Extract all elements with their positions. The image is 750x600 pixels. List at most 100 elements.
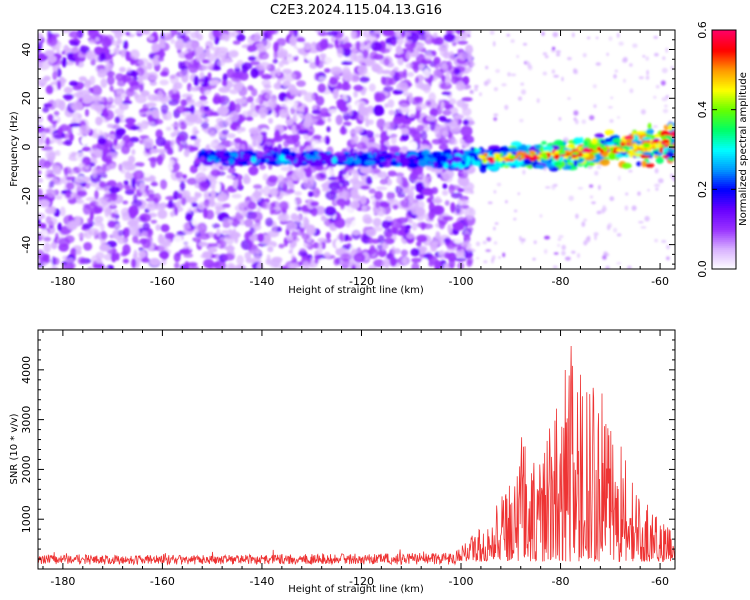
heatmap-cell <box>153 119 164 125</box>
heatmap-cell <box>189 41 200 50</box>
heatmap-cell <box>555 50 561 54</box>
heatmap-cell <box>479 165 487 173</box>
heatmap-cell <box>41 146 53 151</box>
colorbar-ticks: 0.00.20.40.6 <box>696 21 736 278</box>
heatmap-cell <box>395 172 405 178</box>
colorbar-band <box>712 41 736 45</box>
heatmap-cell <box>439 249 445 260</box>
heatmap-cell <box>666 256 670 261</box>
heatmap-cell <box>193 75 200 87</box>
heatmap-cell <box>305 42 312 51</box>
heatmap-cell <box>313 72 320 81</box>
heatmap-cell <box>193 109 204 120</box>
colorbar-band <box>712 131 736 135</box>
heatmap-cell <box>412 166 423 176</box>
heatmap-cell <box>666 244 670 250</box>
heatmap-cell <box>333 259 340 266</box>
heatmap-cell <box>459 149 465 156</box>
heatmap-cell <box>286 235 294 242</box>
heatmap-cell <box>414 96 424 102</box>
heatmap-cell <box>536 154 543 158</box>
heatmap-cell <box>109 85 114 92</box>
heatmap-cell <box>114 213 120 220</box>
colorbar-band <box>712 159 736 163</box>
heatmap-cell <box>273 82 283 90</box>
heatmap-cell <box>122 200 129 205</box>
heatmap-cell <box>628 151 634 158</box>
heatmap-cell <box>222 217 233 228</box>
heatmap-cell <box>360 165 372 174</box>
heatmap-cell <box>567 97 571 100</box>
colorbar-band <box>712 261 736 264</box>
heatmap-cell <box>504 104 509 110</box>
heatmap-cell <box>169 74 179 85</box>
heatmap-cell <box>615 153 624 158</box>
heatmap-cell <box>396 35 404 46</box>
heatmap-cell <box>247 96 254 103</box>
heatmap-cell <box>82 223 93 229</box>
heatmap-cell <box>662 108 669 114</box>
heatmap-cell <box>38 115 44 124</box>
heatmap-cell <box>277 143 282 154</box>
heatmap-cell <box>189 165 198 174</box>
heatmap-cell <box>507 152 512 157</box>
heatmap-cell <box>58 237 71 247</box>
heatmap-cell <box>109 204 117 210</box>
heatmap-cell <box>421 223 434 230</box>
heatmap-cell <box>373 259 385 268</box>
heatmap-cell <box>632 43 638 48</box>
heatmap-cell <box>503 157 511 160</box>
heatmap-cell <box>51 241 58 250</box>
heatmap-cell <box>38 200 47 207</box>
heatmap-cell <box>458 163 464 170</box>
heatmap-cell <box>84 108 90 117</box>
heatmap-cell <box>522 42 528 46</box>
heatmap-cell <box>178 134 186 140</box>
heatmap-cell <box>600 146 607 150</box>
colorbar-band <box>712 193 736 196</box>
heatmap-cell <box>396 176 402 184</box>
heatmap-cell <box>297 206 302 211</box>
heatmap-cell <box>279 154 286 162</box>
heatmap-cell <box>388 109 395 116</box>
heatmap-cell <box>429 120 436 131</box>
heatmap-cell <box>244 30 252 35</box>
heatmap-cell <box>72 92 83 98</box>
heatmap-cell <box>404 32 412 37</box>
heatmap-cell <box>280 166 293 172</box>
heatmap-cell <box>661 239 667 243</box>
heatmap-cell <box>538 152 542 155</box>
heatmap-cell <box>598 184 601 191</box>
heatmap-cell <box>184 52 194 61</box>
heatmap-cell <box>602 255 607 260</box>
heatmap-cell <box>380 160 389 166</box>
heatmap-cell <box>404 224 412 230</box>
heatmap-cell <box>553 139 564 147</box>
heatmap-cell <box>379 139 385 145</box>
heatmap-cell <box>589 195 594 199</box>
heatmap-cell <box>72 112 82 123</box>
colorbar-tick-label: 0.0 <box>696 260 709 278</box>
heatmap-cell <box>98 172 108 179</box>
heatmap-cell <box>353 90 358 98</box>
heatmap-cell <box>377 234 385 244</box>
heatmap-cell <box>289 36 297 47</box>
colorbar-band <box>712 119 736 123</box>
heatmap-cell <box>247 35 255 45</box>
heatmap-cell <box>595 62 601 66</box>
colorbar-band <box>712 143 736 147</box>
heatmap-cell <box>453 238 463 244</box>
heatmap-cell <box>170 62 177 73</box>
colorbar-band <box>712 101 736 105</box>
heatmap-cell <box>312 134 322 140</box>
heatmap-cell <box>627 265 632 269</box>
heatmap-cell <box>465 230 470 235</box>
heatmap-cell <box>68 220 78 230</box>
heatmap-cell <box>250 67 259 79</box>
heatmap-cell <box>266 141 272 147</box>
heatmap-cell <box>509 156 515 159</box>
heatmap-cell <box>213 93 221 102</box>
heatmap-cell <box>107 96 113 103</box>
heatmap-cell <box>190 31 198 39</box>
